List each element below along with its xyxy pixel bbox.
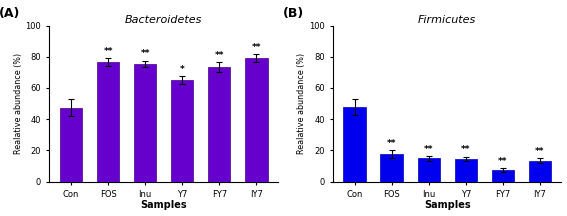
- Y-axis label: Realative abundance (%): Realative abundance (%): [297, 53, 306, 154]
- Bar: [529, 161, 551, 182]
- Bar: [380, 154, 403, 182]
- Title: Bacteroidetes: Bacteroidetes: [125, 15, 202, 25]
- Bar: [455, 159, 477, 182]
- X-axis label: Samples: Samples: [141, 200, 187, 210]
- Bar: [208, 67, 230, 182]
- Text: **: **: [461, 145, 471, 154]
- Text: **: **: [252, 43, 261, 52]
- Text: (A): (A): [0, 7, 20, 20]
- Bar: [60, 108, 82, 182]
- Bar: [492, 170, 514, 182]
- Bar: [344, 107, 366, 182]
- Text: **: **: [535, 147, 545, 156]
- Text: (B): (B): [283, 7, 304, 20]
- Text: **: **: [103, 47, 113, 56]
- Text: *: *: [180, 65, 185, 74]
- Bar: [134, 64, 156, 182]
- Text: **: **: [141, 49, 150, 58]
- Bar: [97, 62, 119, 182]
- Text: **: **: [214, 51, 224, 60]
- Title: Firmicutes: Firmicutes: [418, 15, 476, 25]
- Bar: [171, 80, 193, 182]
- Text: **: **: [387, 139, 396, 148]
- Bar: [417, 158, 440, 182]
- Bar: [246, 58, 268, 182]
- Text: **: **: [424, 145, 433, 154]
- Text: **: **: [498, 157, 507, 166]
- Y-axis label: Realative abundance (%): Realative abundance (%): [14, 53, 23, 154]
- X-axis label: Samples: Samples: [424, 200, 471, 210]
